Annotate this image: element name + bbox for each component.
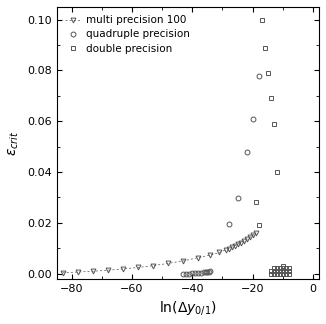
Y-axis label: $\epsilon_{crit}$: $\epsilon_{crit}$	[7, 130, 21, 156]
multi precision 100	[181, 259, 185, 263]
quadruple precision	[202, 270, 206, 274]
double precision	[260, 18, 264, 22]
quadruple precision	[204, 270, 208, 274]
double precision	[275, 170, 279, 174]
double precision	[272, 122, 276, 126]
quadruple precision	[181, 272, 185, 275]
quadruple precision	[193, 271, 197, 275]
double precision	[266, 71, 270, 75]
quadruple precision	[207, 270, 211, 273]
multi precision 100	[251, 234, 255, 237]
multi precision 100	[227, 247, 230, 251]
quadruple precision	[187, 272, 191, 275]
Line: multi precision 100: multi precision 100	[60, 231, 258, 275]
multi precision 100	[121, 267, 125, 271]
multi precision 100	[166, 261, 170, 265]
multi precision 100	[61, 271, 65, 275]
quadruple precision	[205, 270, 209, 274]
multi precision 100	[230, 245, 233, 249]
multi precision 100	[224, 248, 228, 252]
multi precision 100	[245, 237, 249, 241]
multi precision 100	[196, 256, 200, 260]
multi precision 100	[236, 242, 240, 246]
quadruple precision	[184, 272, 188, 275]
Legend: multi precision 100, quadruple precision, double precision: multi precision 100, quadruple precision…	[62, 12, 193, 57]
Line: quadruple precision: quadruple precision	[181, 269, 213, 276]
multi precision 100	[151, 264, 155, 268]
quadruple precision	[196, 271, 200, 275]
quadruple precision	[208, 269, 212, 273]
multi precision 100	[136, 266, 140, 270]
multi precision 100	[254, 231, 258, 235]
multi precision 100	[248, 235, 252, 239]
double precision	[263, 46, 267, 50]
multi precision 100	[76, 270, 80, 274]
multi precision 100	[217, 250, 221, 254]
multi precision 100	[106, 268, 110, 272]
multi precision 100	[242, 239, 245, 243]
quadruple precision	[200, 271, 203, 274]
multi precision 100	[208, 253, 212, 257]
X-axis label: $\ln(\Delta y_{0/1})$: $\ln(\Delta y_{0/1})$	[159, 299, 217, 317]
quadruple precision	[190, 272, 194, 275]
multi precision 100	[239, 241, 243, 245]
double precision	[269, 97, 273, 100]
Line: double precision: double precision	[259, 17, 279, 174]
multi precision 100	[91, 269, 95, 273]
multi precision 100	[233, 244, 237, 248]
